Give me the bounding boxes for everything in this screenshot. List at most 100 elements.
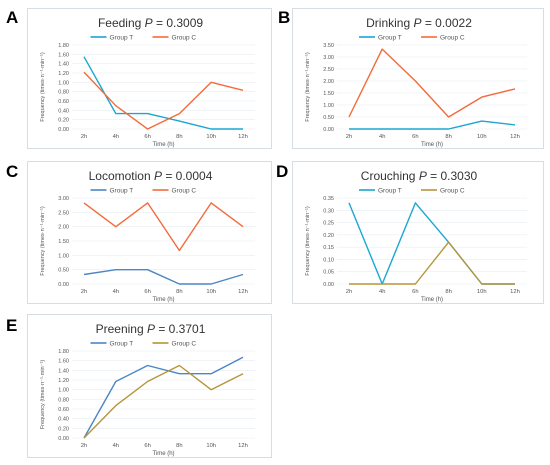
x-tick-label: 2h: [81, 443, 87, 449]
legend-label: Group T: [110, 341, 134, 348]
x-tick-label: 12h: [510, 134, 520, 140]
chart-box: Crouching P = 0.3030 Group T Group C 0.00 0.…: [292, 161, 544, 304]
y-tick-label: 1.20: [58, 378, 69, 384]
x-axis-label: Time (h): [152, 142, 174, 148]
p-label: P: [147, 322, 155, 336]
chart-preening: Preening P = 0.3701 Group T Group C 0.00 0.2…: [40, 322, 255, 457]
y-tick-label: 1.40: [58, 368, 69, 374]
series-line: [83, 268, 244, 285]
legend-label: Group C: [440, 35, 465, 42]
x-tick-label: 2h: [81, 289, 87, 295]
chart-title-text: Feeding: [98, 16, 145, 30]
x-tick-label: 6h: [144, 134, 150, 140]
series-line: [83, 356, 244, 439]
legend-label: Group T: [110, 35, 134, 42]
panel-letter: E: [6, 316, 18, 335]
chart-title: Feeding P = 0.3009: [98, 16, 203, 30]
chart-drinking: Drinking P = 0.0022 Group T Group C 0.00 0.5…: [305, 16, 527, 148]
series-line: [349, 120, 516, 130]
y-tick-label: 0.80: [58, 90, 69, 96]
chart-title-text: Preening: [96, 322, 147, 336]
y-tick-label: 1.00: [58, 388, 69, 394]
series-line: [348, 48, 516, 118]
x-axis-label: Time (h): [421, 297, 443, 303]
y-tick-label: 2.00: [323, 79, 334, 85]
x-tick-label: 2h: [346, 289, 352, 295]
series-line: [83, 202, 244, 252]
chart-title: Preening P = 0.3701: [96, 322, 206, 336]
y-tick-label: 0.00: [58, 127, 69, 133]
p-label: P: [145, 16, 153, 30]
y-tick-label: 0.25: [323, 221, 334, 227]
chart-title: Drinking P = 0.0022: [366, 16, 472, 30]
chart-title-text: Drinking: [366, 16, 413, 30]
p-value: = 0.3030: [427, 169, 478, 183]
x-tick-label: 10h: [206, 289, 216, 295]
panel-letter: D: [276, 162, 289, 181]
y-tick-label: 1.60: [58, 52, 69, 58]
series-line: [349, 241, 515, 285]
x-tick-label: 4h: [113, 443, 119, 449]
x-tick-label: 6h: [412, 289, 418, 295]
y-tick-label: 0.00: [58, 282, 69, 288]
chart-box: Locomotion P = 0.0004 Group T Group C 0.00 0…: [27, 161, 272, 304]
x-tick-label: 12h: [238, 443, 248, 449]
y-tick-label: 1.00: [323, 103, 334, 109]
x-tick-label: 2h: [346, 134, 352, 140]
y-tick-label: 1.00: [58, 80, 69, 86]
p-label: P: [154, 169, 162, 183]
y-axis-label: Frequency (times·n⁻¹·min⁻¹): [40, 52, 46, 122]
y-axis-label: Frequency (times·n⁻¹·min⁻¹): [305, 206, 311, 276]
chart-title: Crouching P = 0.3030: [361, 169, 478, 183]
x-tick-label: 6h: [144, 289, 150, 295]
x-tick-label: 6h: [412, 134, 418, 140]
y-tick-label: 0.50: [58, 268, 69, 274]
p-value: = 0.0004: [162, 169, 213, 183]
y-tick-label: 2.50: [58, 210, 69, 216]
x-tick-label: 8h: [445, 134, 451, 140]
x-tick-label: 4h: [113, 134, 119, 140]
y-tick-label: 3.50: [323, 43, 334, 49]
chart-title: Locomotion P = 0.0004: [89, 169, 213, 183]
chart-title-text: Crouching: [361, 169, 419, 183]
x-tick-label: 12h: [510, 289, 520, 295]
y-tick-label: 0.40: [58, 417, 69, 423]
panel-letter: C: [6, 162, 19, 181]
y-tick-label: 0.60: [58, 99, 69, 105]
legend-label: Group T: [110, 188, 134, 195]
y-tick-label: 1.80: [58, 43, 69, 49]
legend-label: Group C: [172, 35, 197, 42]
y-tick-label: 2.00: [58, 225, 69, 231]
panel-letter: A: [6, 8, 19, 27]
y-tick-label: 0.20: [323, 233, 334, 239]
x-axis-label: Time (h): [421, 142, 443, 148]
y-tick-label: 0.10: [323, 257, 334, 263]
y-tick-label: 1.00: [58, 253, 69, 259]
y-tick-label: 1.50: [58, 239, 69, 245]
y-tick-label: 0.60: [58, 407, 69, 413]
chart-title-text: Locomotion: [89, 169, 154, 183]
y-tick-label: 0.30: [323, 208, 334, 214]
y-axis-label: Frequency (times·n⁻¹·min⁻¹): [305, 52, 311, 122]
y-tick-label: 1.80: [58, 349, 69, 355]
x-tick-label: 12h: [238, 289, 248, 295]
legend-label: Group C: [172, 341, 197, 348]
p-value: = 0.3009: [153, 16, 204, 30]
x-tick-label: 10h: [206, 134, 216, 140]
y-tick-label: 1.50: [323, 91, 334, 97]
p-value: = 0.0022: [421, 16, 472, 30]
legend-label: Group C: [440, 188, 465, 195]
x-tick-label: 12h: [238, 134, 248, 140]
legend-label: Group T: [378, 35, 402, 42]
x-tick-label: 10h: [206, 443, 216, 449]
chart-box: Drinking P = 0.0022 Group T Group C 0.00 0.5…: [292, 8, 544, 149]
series-line: [83, 71, 244, 130]
x-tick-label: 4h: [379, 289, 385, 295]
y-tick-label: 2.50: [323, 67, 334, 73]
y-tick-label: 3.00: [58, 196, 69, 202]
x-tick-label: 8h: [176, 289, 182, 295]
x-tick-label: 4h: [379, 134, 385, 140]
legend-label: Group T: [378, 188, 402, 195]
x-tick-label: 2h: [81, 134, 87, 140]
x-tick-label: 4h: [113, 289, 119, 295]
